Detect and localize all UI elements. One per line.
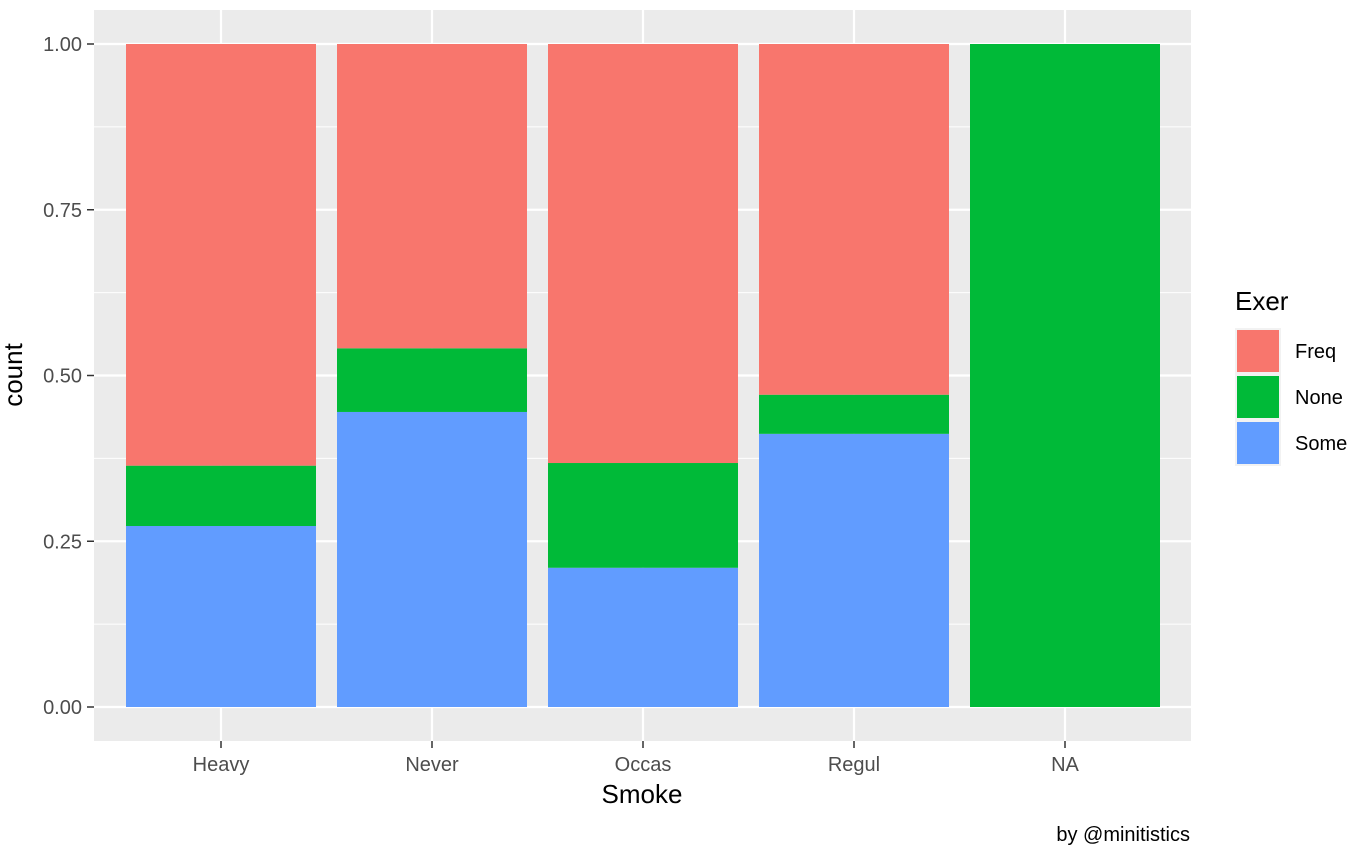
bar-never-some bbox=[337, 411, 527, 707]
bar-na-none bbox=[970, 44, 1160, 707]
legend-key-none bbox=[1237, 376, 1279, 418]
y-tick-label: 0.50 bbox=[43, 366, 82, 388]
y-axis-title: count bbox=[0, 342, 28, 406]
bar-regul-some bbox=[759, 433, 949, 707]
bar-occas-some bbox=[548, 567, 738, 707]
x-axis: Heavy Never Occas Regul NA bbox=[193, 741, 1080, 776]
y-tick-label: 1.00 bbox=[43, 34, 82, 56]
bar-occas-freq bbox=[548, 44, 738, 464]
legend: Exer Freq None Some bbox=[1235, 286, 1347, 466]
x-tick-label: NA bbox=[1051, 754, 1079, 776]
legend-title: Exer bbox=[1235, 286, 1289, 316]
bar-heavy-some bbox=[126, 526, 316, 707]
legend-label-some: Some bbox=[1295, 433, 1347, 455]
bar-heavy-freq bbox=[126, 44, 316, 466]
x-tick-label: Regul bbox=[828, 754, 880, 776]
bar-occas-none bbox=[548, 463, 738, 568]
bar-regul-freq bbox=[759, 44, 949, 395]
legend-label-freq: Freq bbox=[1295, 341, 1336, 363]
legend-label-none: None bbox=[1295, 387, 1343, 409]
y-tick-label: 0.75 bbox=[43, 200, 82, 222]
legend-key-freq bbox=[1237, 330, 1279, 372]
bar-regul-none bbox=[759, 394, 949, 434]
bar-never-none bbox=[337, 348, 527, 412]
caption: by @minitistics bbox=[1056, 824, 1190, 846]
y-axis: 0.00 0.25 0.50 0.75 1.00 bbox=[43, 34, 94, 719]
y-tick-label: 0.00 bbox=[43, 697, 82, 719]
bars bbox=[126, 44, 1160, 707]
bar-never-freq bbox=[337, 44, 527, 349]
x-tick-label: Occas bbox=[615, 754, 672, 776]
x-axis-title: Smoke bbox=[602, 779, 683, 809]
y-tick-label: 0.25 bbox=[43, 531, 82, 553]
legend-key-some bbox=[1237, 422, 1279, 464]
x-tick-label: Never bbox=[405, 754, 459, 776]
bar-heavy-none bbox=[126, 465, 316, 527]
x-tick-label: Heavy bbox=[193, 754, 250, 776]
